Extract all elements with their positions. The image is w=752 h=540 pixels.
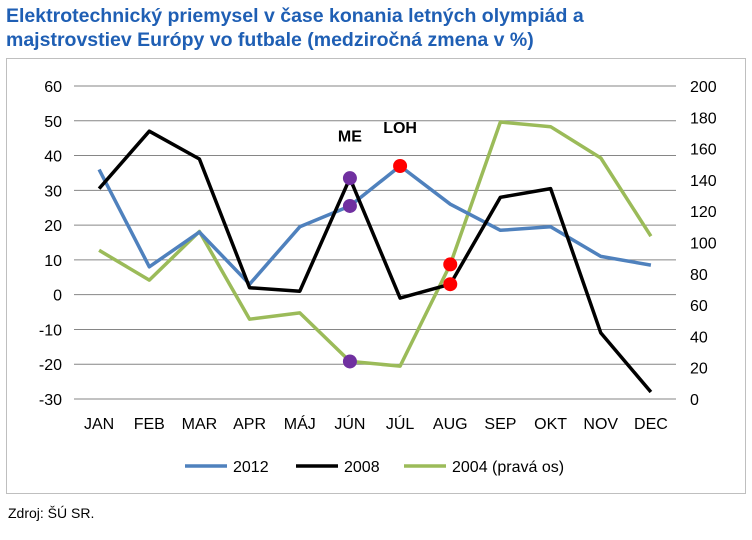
y-right-tick-label: 40 bbox=[690, 329, 708, 346]
y-left-tick-label: 50 bbox=[44, 114, 62, 131]
y-right-tick-label: 160 bbox=[690, 142, 717, 159]
legend-label: 2004 (pravá os) bbox=[452, 459, 564, 476]
highlight-marker bbox=[342, 171, 357, 186]
legend-label: 2012 bbox=[233, 459, 269, 476]
series-line-2008 bbox=[97, 129, 653, 394]
y-left-tick-label: 30 bbox=[44, 183, 62, 200]
chart-frame bbox=[6, 58, 746, 494]
y-right-tick-label: 100 bbox=[690, 236, 717, 253]
x-tick-label: NOV bbox=[583, 416, 618, 433]
x-tick-label: MAR bbox=[182, 416, 218, 433]
x-tick-label: JAN bbox=[84, 416, 114, 433]
x-tick-label: JÚL bbox=[386, 414, 415, 433]
x-tick-label: DEC bbox=[634, 416, 668, 433]
y-left-tick-label: -20 bbox=[39, 357, 62, 374]
highlight-marker bbox=[393, 158, 408, 173]
highlight-marker bbox=[443, 257, 458, 272]
x-tick-label: OKT bbox=[534, 416, 567, 433]
x-tick-label: MÁJ bbox=[284, 414, 316, 433]
highlight-marker bbox=[443, 277, 458, 292]
source-note: Zdroj: ŠÚ SR. bbox=[8, 505, 95, 521]
y-right-tick-label: 80 bbox=[690, 267, 708, 284]
y-right-tick-label: 200 bbox=[690, 79, 717, 96]
y-left-tick-label: -30 bbox=[39, 392, 62, 409]
chart-title: Elektrotechnický priemysel v čase konani… bbox=[6, 4, 746, 52]
x-tick-label: JÚN bbox=[334, 414, 365, 433]
highlight-marker bbox=[342, 198, 357, 213]
chart-title-line-2: majstrovstiev Európy vo futbale (medziro… bbox=[6, 29, 534, 51]
y-left-tick-label: -10 bbox=[39, 322, 62, 339]
highlight-marker bbox=[342, 354, 357, 369]
series-line-2012 bbox=[97, 164, 652, 286]
y-left-tick-label: 40 bbox=[44, 149, 62, 166]
legend-label: 2008 bbox=[344, 459, 380, 476]
x-tick-label: FEB bbox=[134, 416, 165, 433]
y-right-tick-label: 120 bbox=[690, 204, 717, 221]
y-right-tick-label: 20 bbox=[690, 361, 708, 378]
annotation-loh: LOH bbox=[383, 120, 417, 137]
y-left-tick-label: 60 bbox=[44, 79, 62, 96]
y-left-tick-label: 20 bbox=[44, 218, 62, 235]
y-right-tick-label: 180 bbox=[690, 110, 717, 127]
y-right-tick-label: 0 bbox=[690, 392, 699, 409]
annotation-me: ME bbox=[338, 129, 362, 146]
chart-title-line-1: Elektrotechnický priemysel v čase konani… bbox=[6, 5, 584, 27]
y-right-tick-label: 140 bbox=[690, 173, 717, 190]
y-left-tick-label: 10 bbox=[44, 253, 62, 270]
x-tick-label: APR bbox=[233, 416, 266, 433]
x-tick-label: AUG bbox=[433, 416, 468, 433]
y-left-tick-label: 0 bbox=[53, 288, 62, 305]
y-right-tick-label: 60 bbox=[690, 298, 708, 315]
x-tick-label: SEP bbox=[484, 416, 516, 433]
